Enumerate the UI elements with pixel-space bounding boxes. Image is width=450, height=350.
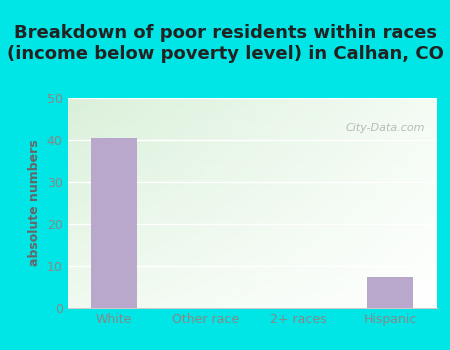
Y-axis label: absolute numbers: absolute numbers: [28, 140, 41, 266]
Bar: [367, 276, 414, 308]
Text: Breakdown of poor residents within races
(income below poverty level) in Calhan,: Breakdown of poor residents within races…: [7, 25, 443, 63]
Text: City-Data.com: City-Data.com: [346, 123, 425, 133]
Bar: [90, 138, 137, 308]
